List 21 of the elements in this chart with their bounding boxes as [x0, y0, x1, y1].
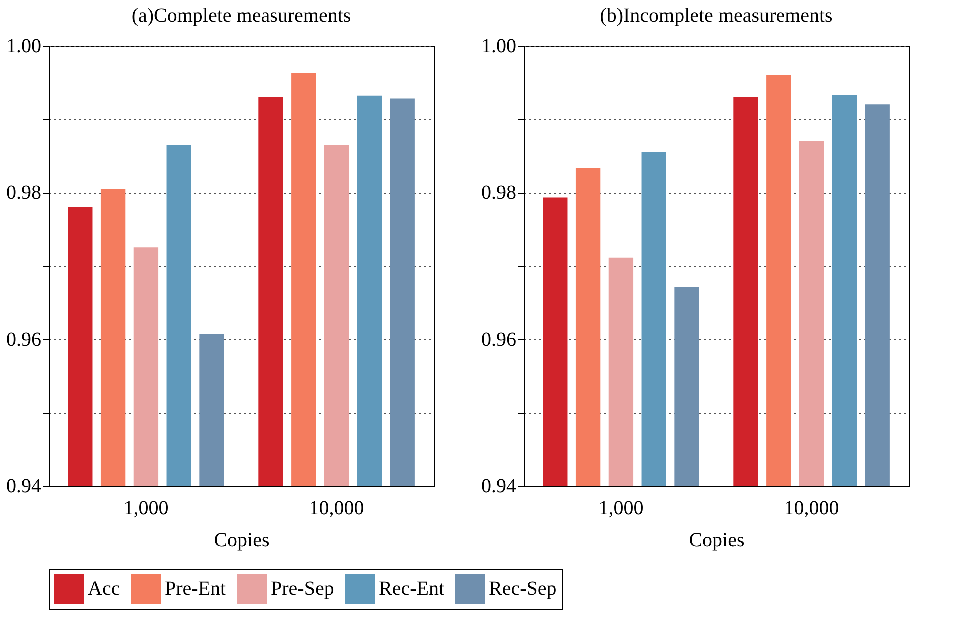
x-tick-label: 1,000 [124, 498, 169, 520]
x-tick-label: 10,000 [309, 498, 364, 520]
x-tick-label: 10,000 [784, 498, 840, 520]
x-axis-title: Copies [214, 530, 270, 552]
legend-label: Rec-Ent [379, 578, 445, 600]
y-tick-label: 0.98 [6, 182, 42, 204]
x-axis-title: Copies [689, 530, 745, 552]
y-tick-label: 0.94 [482, 476, 516, 498]
chart-title: (a)Complete measurements [132, 5, 352, 27]
y-tick-label: 0.94 [6, 476, 42, 498]
y-tick-label: 1.00 [482, 36, 516, 58]
legend-label: Pre-Sep [271, 578, 334, 600]
y-tick-label: 0.98 [482, 182, 516, 204]
x-tick-label: 1,000 [598, 498, 644, 520]
chart-title: (b)Incomplete measurements [600, 5, 834, 27]
y-tick-label: 0.96 [6, 328, 42, 351]
legend-label: Pre-Ent [165, 578, 227, 600]
y-tick-label: 1.00 [6, 36, 42, 58]
legend-label: Acc [88, 578, 120, 600]
legend-label: Rec-Sep [489, 578, 557, 600]
y-tick-label: 0.96 [482, 328, 516, 351]
